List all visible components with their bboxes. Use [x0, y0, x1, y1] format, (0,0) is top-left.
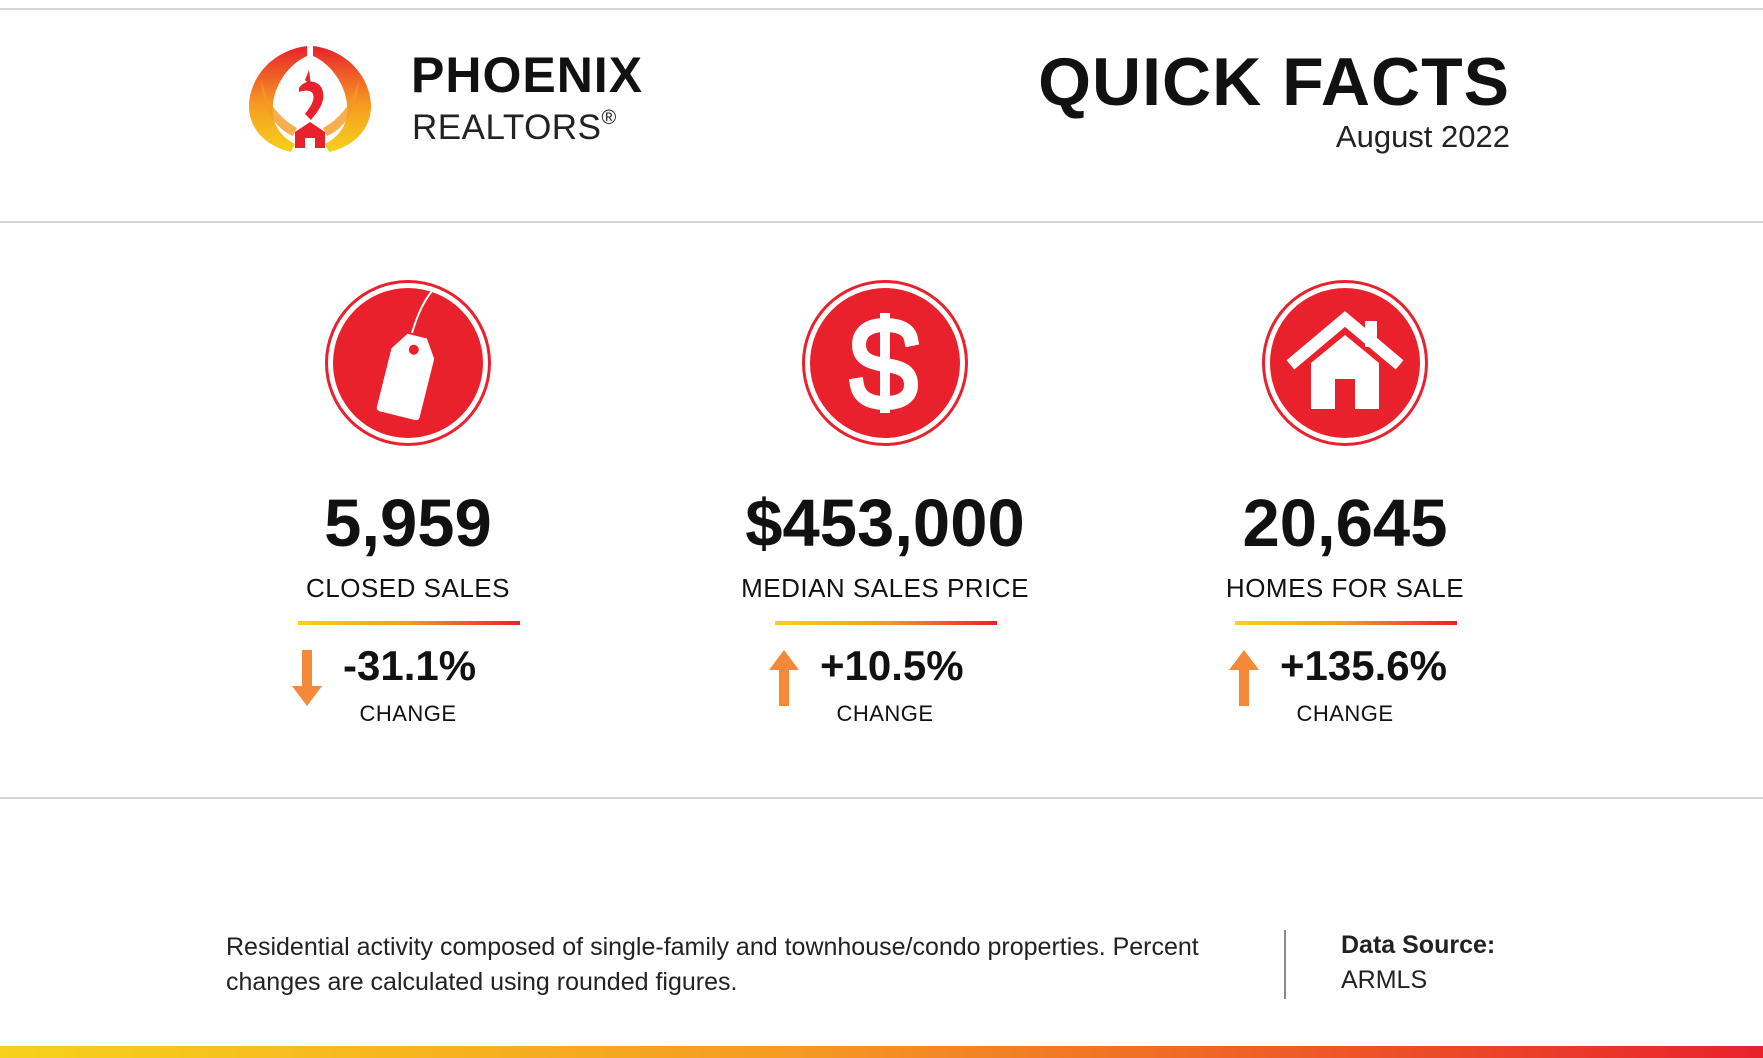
arrow-up-icon: [769, 650, 799, 706]
registered-mark: ®: [601, 107, 617, 129]
stat-label: MEDIAN SALES PRICE: [741, 573, 1029, 603]
stat-value: 20,645: [1242, 486, 1448, 561]
arrow-down-icon: [292, 650, 322, 706]
stat-label: HOMES FOR SALE: [1225, 573, 1465, 603]
brand-name: PHOENIX: [411, 47, 644, 103]
dollar-sign-icon: [848, 313, 920, 413]
stat-icon-circle: [805, 283, 965, 443]
stat-median-sales-price: $453,000 MEDIAN SALES PRICE +10.5% CHANG…: [735, 283, 1035, 753]
change-label: CHANGE: [836, 701, 934, 726]
stat-value: $453,000: [745, 486, 1025, 561]
gradient-underline: [1235, 621, 1457, 625]
stat-label: CLOSED SALES: [306, 573, 510, 603]
house-icon: [1286, 311, 1404, 409]
stat-change: +135.6%: [1280, 642, 1447, 689]
phoenix-logo-icon: [248, 46, 372, 152]
header-divider: [0, 221, 1763, 223]
data-source-label: Data Source:: [1341, 931, 1496, 959]
gradient-underline: [298, 621, 520, 625]
stat-homes-for-sale: 20,645 HOMES FOR SALE +135.6% CHANGE: [1195, 283, 1495, 753]
stat-icon-circle: [1265, 283, 1425, 443]
stat-change: +10.5%: [820, 642, 964, 689]
page-title: QUICK FACTS: [1038, 44, 1510, 120]
arrow-up-icon: [1229, 650, 1259, 706]
stat-change: -31.1%: [343, 642, 477, 689]
change-label: CHANGE: [359, 701, 457, 726]
footnote: Residential activity composed of single-…: [226, 933, 1199, 996]
stats-divider: [0, 797, 1763, 799]
report-date: August 2022: [1335, 119, 1510, 154]
stat-closed-sales: 5,959 CLOSED SALES -31.1% CHANGE: [258, 283, 558, 753]
brand-subtitle: REALTORS®: [412, 107, 617, 147]
top-divider: [0, 8, 1763, 10]
bottom-gradient-bar: [0, 1046, 1763, 1058]
price-tag-icon: [376, 290, 435, 421]
change-label: CHANGE: [1296, 701, 1394, 726]
stat-icon-circle: [328, 283, 488, 443]
data-source-value: ARMLS: [1341, 966, 1428, 994]
gradient-underline: [775, 621, 997, 625]
footer-vertical-divider: [1284, 930, 1286, 999]
stat-value: 5,959: [324, 486, 492, 561]
